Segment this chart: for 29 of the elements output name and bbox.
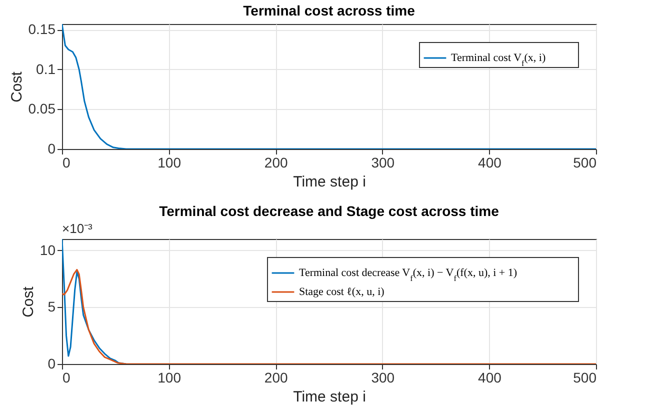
x-tick-label: 200 [264,370,288,386]
y-axis-title: Cost [20,286,37,318]
y-tick-label: 0.15 [28,21,56,38]
y-tick-label: 10 [40,242,56,258]
chart-title: Terminal cost across time [243,2,416,19]
y-tick-label: 5 [48,298,56,315]
legend-label: Terminal cost V$_{f}$(x, i) [451,52,546,68]
x-tick-label: 100 [158,154,182,170]
x-tick-label: 400 [478,370,502,386]
x-tick-label: 200 [264,154,288,170]
y-tick-label: 0.1 [36,60,56,77]
x-tick-label: 0 [62,370,70,386]
x-tick-label: 0 [62,154,70,170]
chart-title: Terminal cost decrease and Stage cost across time [159,203,500,219]
x-tick-label: 300 [371,154,395,170]
x-tick-label: 100 [158,370,182,386]
y-tick-label: 0.05 [28,100,56,117]
x-tick-label: 300 [371,370,395,386]
x-axis-title: Time step i [293,388,366,406]
y-tick-label: 0 [48,140,56,156]
y-tick-label: 0 [48,356,56,372]
legend-label: Stage cost ℓ(x, u, i) [299,286,385,298]
legend-label: Terminal cost decrease V$_{f}$(x, i) − V$_{f}$(f(x, u), i + 1) [299,267,518,282]
x-axis-title: Time step i [293,174,366,190]
x-tick-label: 500 [573,370,597,386]
text: ×10⁻³ [62,221,94,236]
x-tick-label: 400 [478,154,502,170]
y-axis-title: Cost [8,70,26,102]
x-tick-label: 500 [573,154,597,170]
